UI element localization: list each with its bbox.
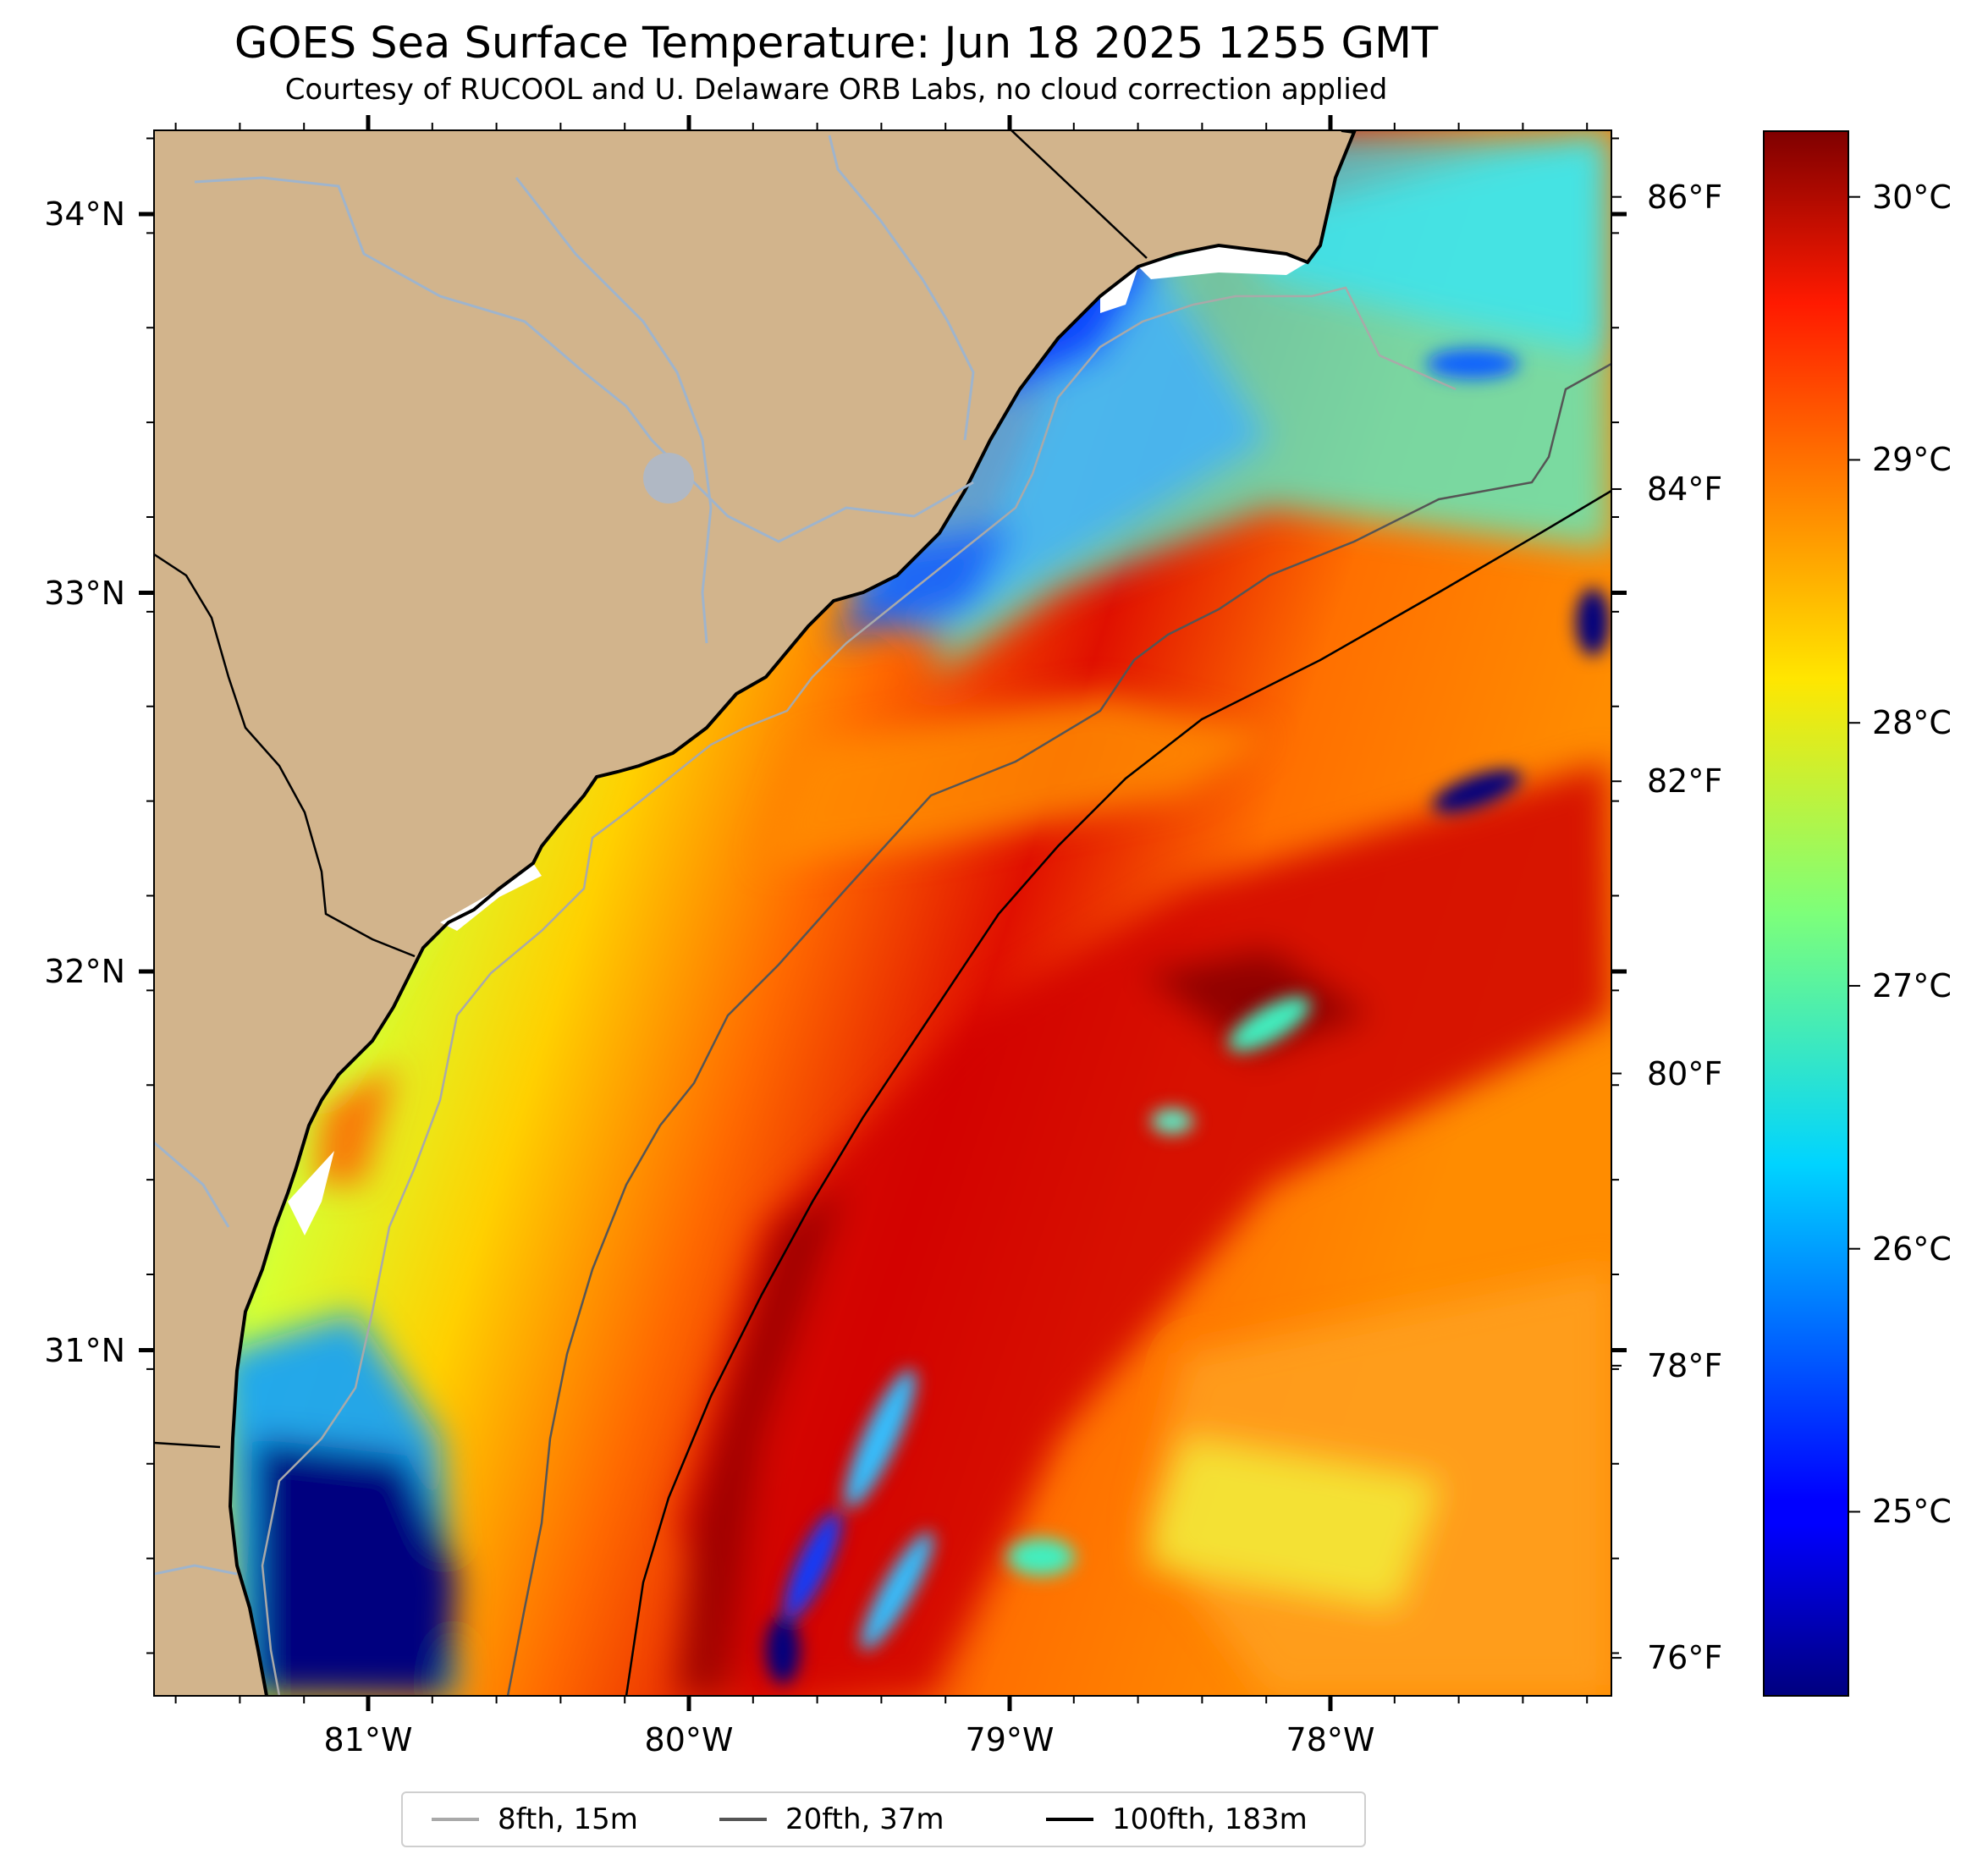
legend-label-20fth: 20fth, 37m: [785, 1802, 944, 1836]
celsius-tick-label: 27°C: [1872, 966, 1952, 1004]
fahrenheit-tick-label: 76°F: [1647, 1639, 1723, 1677]
lon-tick-label: 79°W: [965, 1721, 1055, 1758]
legend-line-100fth: [1046, 1818, 1093, 1821]
fahrenheit-tick-label: 86°F: [1647, 178, 1723, 216]
map-title: GOES Sea Surface Temperature: Jun 18 202…: [234, 19, 1439, 69]
lat-tick-label: 33°N: [44, 574, 125, 612]
legend-label-100fth: 100fth, 183m: [1112, 1802, 1308, 1836]
celsius-tick-label: 28°C: [1872, 704, 1952, 742]
legend-item-20fth: 20fth, 37m: [719, 1793, 944, 1846]
state-borders: [154, 130, 1148, 1449]
celsius-tick-label: 29°C: [1872, 441, 1952, 479]
colorbar-ticks: [1848, 195, 1860, 1513]
lon-tick-label: 81°W: [323, 1721, 413, 1758]
lat-tick-label: 32°N: [44, 953, 125, 990]
fahrenheit-tick-label: 78°F: [1647, 1346, 1723, 1384]
colorbar: [1763, 130, 1849, 1697]
isobath-20fth: [506, 362, 1611, 1696]
legend-item-8fth: 8fth, 15m: [432, 1793, 638, 1846]
coastline: [228, 130, 1357, 1696]
fahrenheit-tick-label: 84°F: [1647, 470, 1723, 508]
legend-line-8fth: [432, 1818, 479, 1821]
lat-tick-label: 34°N: [44, 195, 125, 233]
lon-tick-label: 80°W: [644, 1721, 734, 1758]
fahrenheit-tick-label: 80°F: [1647, 1054, 1723, 1092]
isobath-8fth: [261, 286, 1457, 1696]
legend-item-100fth: 100fth, 183m: [1046, 1793, 1308, 1846]
celsius-tick-label: 25°C: [1872, 1493, 1952, 1531]
celsius-tick-label: 26°C: [1872, 1230, 1952, 1268]
celsius-tick-label: 30°C: [1872, 178, 1952, 216]
sst-features: [220, 130, 1611, 1696]
map-subtitle: Courtesy of RUCOOL and U. Delaware ORB L…: [284, 73, 1388, 107]
land-area: [154, 130, 1354, 1696]
lon-tick-label: 78°W: [1286, 1721, 1375, 1758]
legend-label-8fth: 8fth, 15m: [498, 1802, 638, 1836]
axis-tick-marks: [139, 115, 1627, 1711]
map-frame: [153, 129, 1612, 1697]
sst-small-features: [766, 349, 1610, 1684]
legend-line-20fth: [719, 1818, 767, 1821]
rivers: [154, 135, 975, 1576]
lat-tick-label: 31°N: [44, 1331, 125, 1369]
isobath-legend: 8fth, 15m 20fth, 37m 100fth, 183m: [401, 1791, 1366, 1847]
lake: [643, 453, 694, 504]
fahrenheit-tick-label: 82°F: [1647, 762, 1723, 801]
map-area: [154, 130, 1611, 1696]
isobath-100fth: [625, 489, 1611, 1696]
